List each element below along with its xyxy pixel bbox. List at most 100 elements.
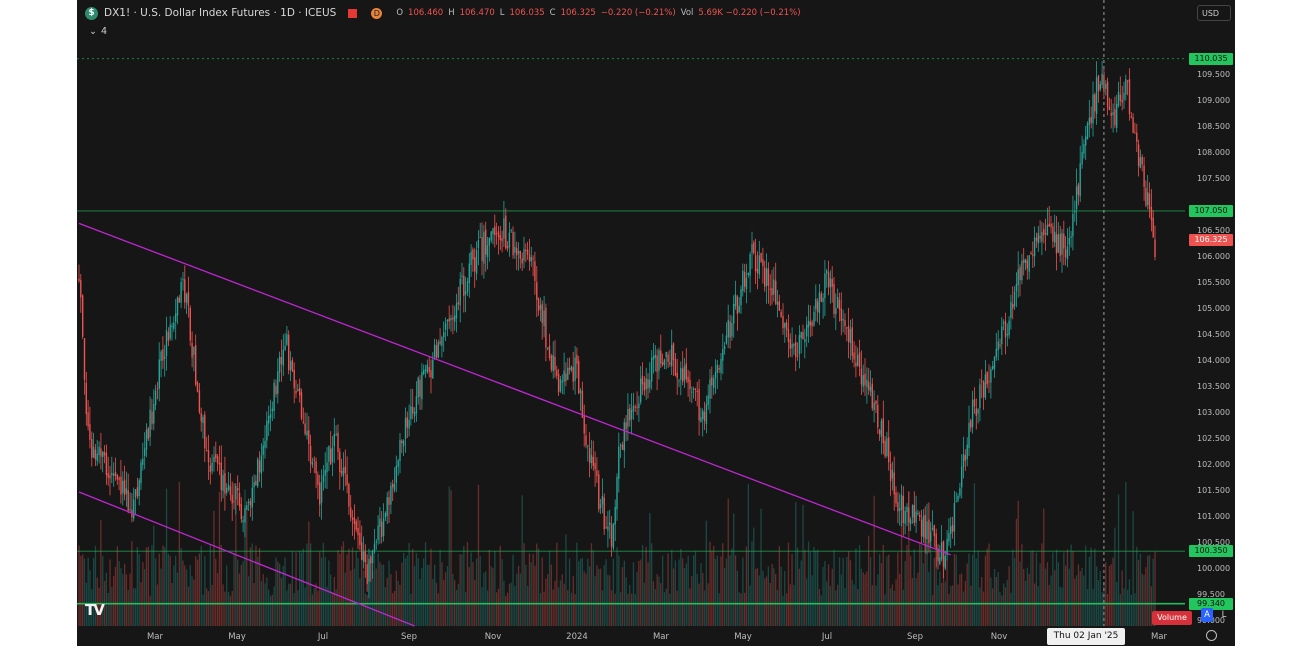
tradingview-logo[interactable]: TV (85, 601, 105, 619)
volume-bar (98, 587, 100, 626)
candle-body (107, 473, 109, 478)
volume-bar (501, 559, 503, 626)
candle-body (866, 380, 868, 388)
volume-bar (1105, 562, 1107, 626)
volume-bar (961, 573, 963, 626)
candle-body (353, 517, 356, 525)
candle-body (289, 361, 292, 370)
candle-body (532, 258, 534, 260)
market-status-icon[interactable]: D (371, 7, 383, 19)
volume-bar (733, 513, 735, 626)
candle-body (1033, 237, 1036, 257)
flag-icon[interactable] (348, 8, 358, 18)
candle-body (512, 232, 514, 256)
volume-bar (395, 570, 397, 626)
candle-body (1130, 116, 1132, 118)
volume-bar (536, 543, 538, 626)
candle-body (849, 329, 852, 343)
candle-body (984, 374, 987, 398)
candle-body (920, 519, 923, 537)
candle-body (671, 345, 673, 367)
volume-button[interactable]: Volume (1152, 611, 1192, 625)
candle-body (787, 328, 790, 342)
price-level-label: 100.350 (1189, 545, 1233, 558)
volume-bar (423, 558, 425, 626)
volume-bar (361, 549, 363, 626)
candle-body (760, 253, 762, 262)
candle-body (206, 450, 208, 452)
volume-bar (326, 586, 328, 626)
candle-body (404, 418, 407, 439)
volume-bar (459, 554, 461, 626)
candle-body (195, 345, 197, 385)
volume-bar (904, 561, 906, 626)
candle-body (877, 404, 879, 428)
y-tick-label: 104.500 (1197, 330, 1231, 340)
candle-body (705, 404, 708, 424)
volume-bar (175, 555, 177, 626)
currency-select[interactable]: USD (1197, 5, 1231, 21)
candle-body (791, 344, 793, 349)
volume-bar (275, 557, 277, 626)
candle-body (359, 532, 361, 545)
candle-body (237, 488, 239, 491)
volume-bar (1037, 586, 1039, 626)
volume-bar (317, 590, 319, 626)
volume-bar (165, 488, 168, 626)
log-scale-button[interactable]: L (1221, 610, 1227, 620)
volume-bar (838, 557, 841, 626)
volume-bar (820, 595, 822, 626)
volume-bar (351, 547, 354, 626)
volume-bar (293, 593, 295, 626)
indicators-toggle[interactable]: ⌄ 4 (89, 26, 107, 37)
volume-bar (607, 574, 609, 626)
candle-body (742, 270, 744, 292)
volume-bar (543, 591, 545, 626)
dollar-symbol-icon[interactable]: $ (85, 6, 98, 20)
candle-body (937, 548, 939, 562)
volume-bar (749, 585, 751, 626)
candle-body (83, 338, 86, 380)
chart-frame[interactable]: $ DX1! · U.S. Dollar Index Futures · 1D … (77, 0, 1235, 646)
volume-bar (1001, 595, 1003, 626)
candle-body (1010, 302, 1012, 318)
candle-body (548, 346, 551, 358)
candle-body (627, 409, 629, 427)
volume-bar (620, 592, 622, 626)
volume-bar (470, 552, 472, 626)
volume-bar (579, 558, 582, 626)
candle-body (1021, 260, 1023, 281)
price-chart[interactable] (77, 0, 1235, 646)
auto-scale-button[interactable]: A (1201, 608, 1213, 622)
candle-body (986, 371, 988, 385)
candle-body (319, 482, 321, 505)
volume-bar (776, 590, 779, 626)
candle-body (909, 519, 912, 525)
volume-bar (479, 556, 481, 626)
y-tick-label: 107.500 (1197, 174, 1231, 184)
candle-body (802, 332, 804, 340)
candle-body (784, 322, 786, 328)
volume-bar (222, 584, 224, 626)
candle-body (184, 279, 186, 303)
candle-body (140, 462, 142, 484)
x-tick-label: 2024 (566, 632, 588, 642)
candle-body (111, 472, 113, 476)
candle-body (1132, 117, 1134, 133)
volume-bar (698, 583, 700, 626)
candle-body (392, 484, 394, 488)
candle-body (882, 418, 884, 444)
candle-body (154, 390, 157, 405)
candle-body (510, 230, 512, 232)
gear-icon[interactable] (1206, 630, 1217, 641)
symbol-title[interactable]: DX1! · U.S. Dollar Index Futures · 1D · … (104, 7, 337, 19)
candle-body (302, 421, 304, 423)
volume-bar (486, 590, 489, 626)
volume-bar (621, 567, 624, 626)
candle-body (709, 379, 711, 399)
candle-body (277, 371, 279, 394)
volume-bar (709, 541, 711, 626)
chevron-down-icon[interactable]: ⌄ (89, 26, 97, 37)
volume-bar (683, 568, 686, 626)
x-tick-label: Mar (1150, 632, 1168, 642)
